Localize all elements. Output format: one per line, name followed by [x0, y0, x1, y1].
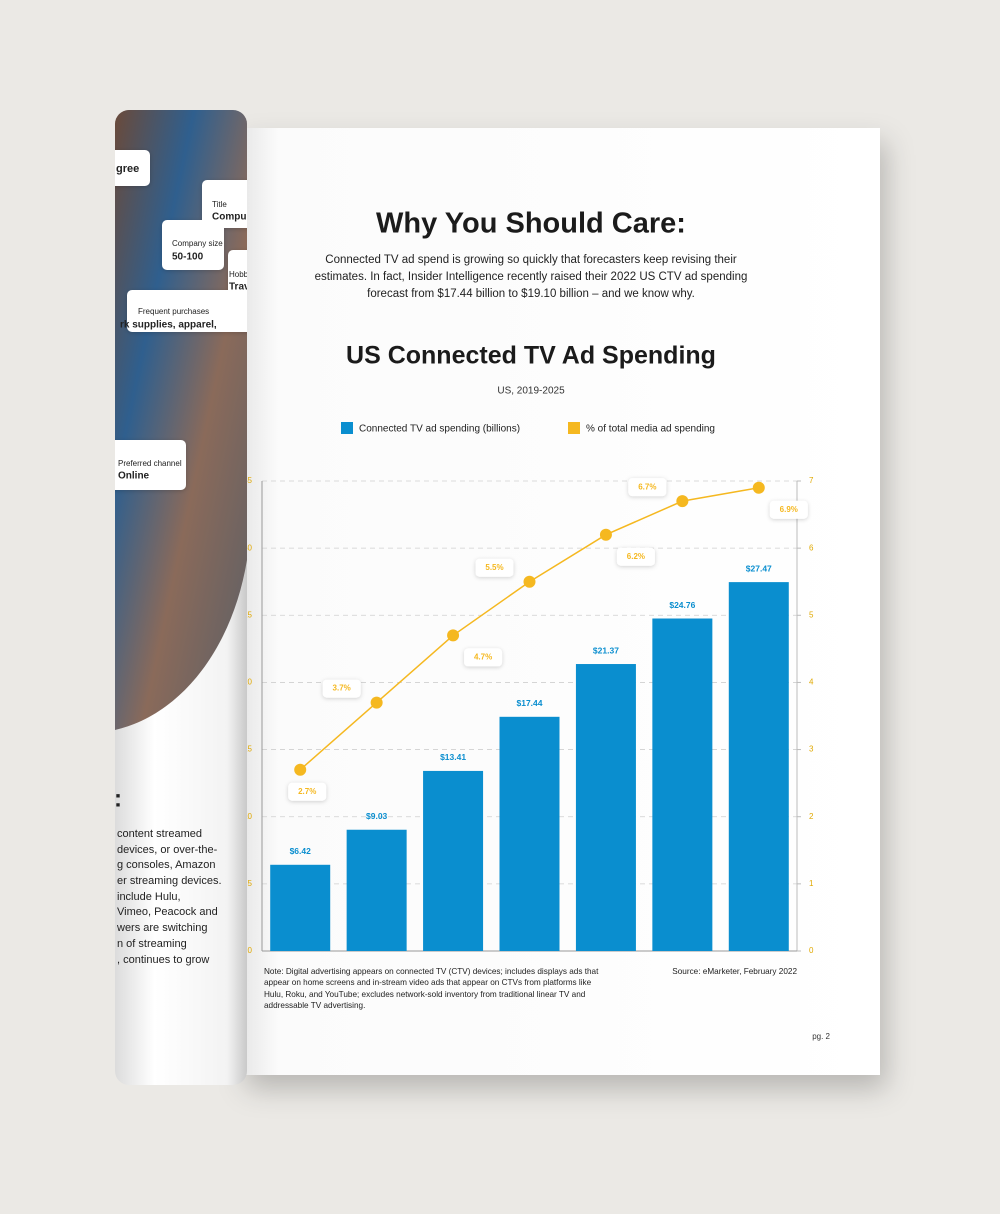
rolled-page: gree Title Compu Company size 50-100 Hob… [114, 110, 250, 1085]
text-line: g consoles, Amazon [117, 859, 215, 871]
card-text: Title [212, 200, 227, 209]
y2-tick-label: 1 [809, 879, 814, 888]
bar [423, 770, 484, 951]
text-line: Vimeo, Peacock and [117, 906, 218, 918]
note-line: Note: Digital advertising appears on con… [264, 967, 599, 976]
card-text: Preferred channel [118, 459, 182, 468]
legend-label: % of total media ad spending [586, 424, 715, 435]
card-text: Company size [172, 239, 223, 248]
y-tick-label: 20 [243, 678, 252, 687]
y2-tick-label: 0 [809, 946, 814, 955]
card-text: rk supplies, apparel, [120, 320, 217, 331]
body-line: Connected TV ad spend is growing so quic… [325, 254, 737, 266]
bar [728, 582, 789, 951]
text-line: devices, or over-the- [117, 844, 218, 856]
y2-tick-label: 3 [809, 745, 814, 754]
card [162, 220, 224, 270]
card [115, 440, 186, 490]
card-text: 50-100 [172, 252, 204, 263]
body-line: estimates. In fact, Insider Intelligence… [315, 271, 748, 283]
line-point [523, 575, 536, 588]
bar-value-label: $17.44 [517, 698, 543, 708]
bar [270, 864, 331, 951]
point-value-label: 4.7% [474, 653, 492, 662]
bar [652, 618, 713, 951]
bar [575, 664, 636, 951]
y-tick-label: 15 [243, 745, 252, 754]
card [127, 290, 247, 332]
card [228, 250, 247, 300]
legend-label: Connected TV ad spending (billions) [359, 424, 520, 435]
line-point [370, 696, 383, 709]
y-tick-label: 0 [248, 946, 253, 955]
y-tick-label: 25 [243, 610, 252, 619]
source: Source: eMarketer, February 2022 [672, 967, 797, 976]
point-value-label: 5.5% [485, 563, 503, 572]
bar-value-label: $6.42 [290, 846, 312, 856]
point-label-box [616, 547, 655, 566]
legend-swatch [341, 422, 353, 434]
bar-value-label: $21.37 [593, 645, 619, 655]
point-label-box [288, 782, 327, 801]
y2-tick-label: 2 [809, 812, 814, 821]
bar-value-label: $13.41 [440, 752, 466, 762]
text-line: content streamed [117, 828, 202, 840]
card-text: Hobbi [229, 270, 250, 279]
line-point [294, 763, 307, 776]
text-line: n of streaming [117, 938, 187, 950]
note-line: addressable TV advertising. [264, 1001, 365, 1010]
point-label-box [475, 558, 514, 577]
y2-tick-label: 6 [809, 543, 814, 552]
card [115, 150, 150, 186]
chart-subtitle: US, 2019-2025 [497, 386, 565, 397]
point-label-box [628, 478, 667, 497]
line-point [447, 629, 460, 642]
line-point [752, 481, 765, 494]
text-line: , continues to grow [117, 954, 209, 966]
body-line: forecast from $17.44 billion to $19.10 b… [367, 288, 695, 300]
text-line: er streaming devices. [117, 875, 222, 887]
chart: Connected TV ad spending (billions) % of … [243, 422, 814, 955]
point-value-label: 6.2% [627, 552, 645, 561]
point-label-box [464, 648, 503, 667]
card-text: Compu [212, 212, 246, 223]
text-line: wers are switching [116, 922, 207, 934]
point-value-label: 6.9% [780, 505, 798, 514]
text-line: include Hulu, [117, 891, 181, 903]
card-text: gree [116, 163, 139, 175]
y-tick-label: 10 [243, 812, 252, 821]
line-point [599, 528, 612, 541]
y-tick-label: 35 [243, 476, 252, 485]
heading-fragment: : [114, 785, 122, 812]
bar-value-label: $24.76 [669, 600, 695, 610]
point-label-box [769, 500, 808, 519]
bar [499, 716, 560, 951]
y2-tick-label: 4 [809, 678, 814, 687]
point-value-label: 2.7% [298, 787, 316, 796]
point-value-label: 6.7% [638, 482, 656, 491]
chart-title: US Connected TV Ad Spending [346, 342, 716, 370]
bar [346, 829, 407, 951]
y-tick-label: 30 [243, 543, 252, 552]
card-text: Frequent purchases [138, 307, 209, 316]
heading: Why You Should Care: [376, 208, 686, 240]
card-text: Online [118, 471, 150, 482]
legend-swatch [568, 422, 580, 434]
line-point [676, 495, 689, 508]
y2-tick-label: 5 [809, 610, 814, 619]
y2-tick-label: 7 [809, 476, 814, 485]
note-line: appear on home screens and in-stream vid… [264, 978, 592, 987]
point-label-box [322, 679, 361, 698]
point-value-label: 3.7% [333, 684, 351, 693]
bar-value-label: $9.03 [366, 811, 388, 821]
card-text: Trav [229, 282, 250, 293]
page-number: pg. 2 [812, 1032, 830, 1041]
bar-value-label: $27.47 [746, 563, 772, 573]
card [202, 180, 247, 228]
note-line: Hulu, Roku, and YouTube; excludes networ… [264, 990, 586, 999]
y-tick-label: 5 [248, 879, 253, 888]
